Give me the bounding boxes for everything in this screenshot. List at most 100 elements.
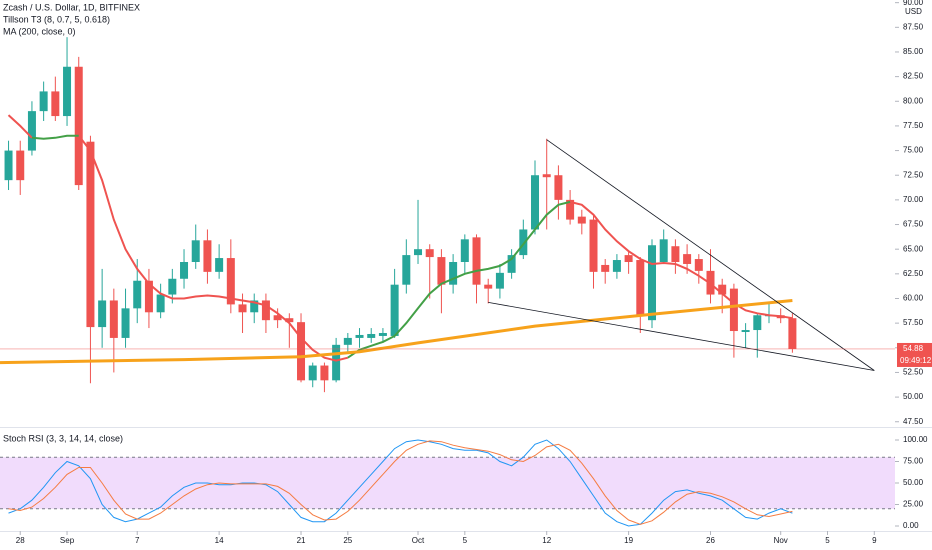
- x-tick-label: 26: [706, 536, 715, 545]
- candle-body: [51, 91, 60, 117]
- y-tick-label: 85.00: [903, 47, 924, 56]
- candle-body: [27, 111, 36, 151]
- y-tick-label: 60.00: [903, 294, 924, 303]
- candle-body: [63, 66, 72, 117]
- legend-entry: Tillson T3 (8, 0.7, 5, 0.618): [3, 14, 110, 24]
- candle-body: [519, 229, 528, 256]
- stoch-line: [8, 439, 793, 527]
- candle-body: [215, 258, 224, 272]
- candle-body: [741, 330, 750, 333]
- countdown-label: 09:49:12: [900, 356, 932, 365]
- trendline: [488, 302, 875, 371]
- candle-body: [273, 315, 282, 321]
- candle-body: [4, 150, 13, 181]
- last-price-box: [897, 342, 932, 367]
- candle-body: [577, 216, 586, 224]
- y-tick-label: 65.00: [903, 244, 924, 253]
- candle-body: [343, 337, 352, 345]
- y-tick-label: 87.50: [903, 22, 924, 31]
- candle-body: [753, 315, 762, 331]
- indicator-line: [0, 299, 793, 365]
- x-tick-label: 7: [135, 536, 140, 545]
- indicator-line: [31, 134, 571, 359]
- stoch-line: [8, 440, 793, 525]
- y-tick-label: 77.50: [903, 121, 924, 130]
- y-tick-label: 70.00: [903, 195, 924, 204]
- candle-body: [648, 245, 657, 321]
- candle-body: [495, 272, 504, 289]
- candle-body: [507, 255, 516, 273]
- y-tick-label: 82.50: [903, 72, 924, 81]
- candle-body: [121, 308, 130, 338]
- x-tick-label: 19: [624, 536, 633, 545]
- y-tick-label: 50.00: [903, 392, 924, 401]
- chart-title: Zcash / U.S. Dollar, 1D, BITFINEX: [3, 2, 140, 12]
- x-tick-label: 5: [463, 536, 468, 545]
- candle-body: [133, 280, 142, 309]
- y-tick-label: 57.50: [903, 318, 924, 327]
- candle-body: [355, 334, 364, 338]
- x-tick-label: 25: [343, 536, 352, 545]
- trendline: [546, 139, 875, 371]
- currency-label: USD: [905, 7, 922, 16]
- last-price-label: 54.88: [903, 344, 924, 353]
- candle-body: [554, 175, 563, 200]
- y-tick-label: 80.00: [903, 96, 924, 105]
- y-tick-label: 52.50: [903, 368, 924, 377]
- candle-body: [285, 318, 294, 323]
- y-tick-label: 47.50: [903, 417, 924, 426]
- candle-body: [74, 66, 83, 186]
- band: [0, 457, 895, 509]
- x-tick-label: 12: [542, 536, 551, 545]
- candle-body: [601, 264, 610, 272]
- x-tick-label: 9: [872, 536, 877, 545]
- y-tick-label: 50.00: [903, 478, 924, 487]
- y-tick-label: 100.00: [903, 435, 928, 444]
- candle-body: [308, 365, 317, 381]
- candle-body: [472, 237, 481, 285]
- candle-body: [402, 255, 411, 285]
- candle-body: [636, 260, 645, 317]
- candle-body: [367, 333, 376, 338]
- y-tick-label: 67.50: [903, 220, 924, 229]
- y-tick-label: 75.00: [903, 146, 924, 155]
- y-tick-label: 0.00: [903, 521, 919, 530]
- candle-body: [694, 259, 703, 271]
- y-tick-label: 72.50: [903, 170, 924, 179]
- candle-body: [729, 288, 738, 332]
- candle-body: [168, 278, 177, 295]
- candle-body: [144, 280, 153, 313]
- candle-body: [542, 174, 551, 178]
- candle-body: [589, 219, 598, 272]
- candle-body: [109, 300, 118, 338]
- candle-body: [659, 239, 668, 263]
- candle-body: [261, 300, 270, 321]
- x-tick-label: Sep: [60, 536, 75, 545]
- candle-body: [671, 246, 680, 263]
- candle-body: [437, 257, 446, 285]
- candle-body: [425, 249, 434, 258]
- candle-body: [788, 318, 797, 349]
- pane-title: Stoch RSI (3, 3, 14, 14, close): [3, 433, 123, 443]
- y-tick-label: 90.00: [903, 0, 924, 7]
- x-tick-label: 14: [215, 536, 224, 545]
- y-tick-label: 75.00: [903, 457, 924, 466]
- candle-body: [612, 260, 621, 272]
- x-tick-label: Oct: [412, 536, 425, 545]
- candle-body: [238, 304, 247, 313]
- candle-body: [718, 284, 727, 295]
- candle-body: [156, 294, 165, 313]
- candle-body: [460, 239, 469, 263]
- candle-body: [16, 150, 25, 181]
- legend-entry: MA (200, close, 0): [3, 26, 76, 36]
- candle-body: [531, 175, 540, 230]
- candle-body: [226, 258, 235, 305]
- candle-body: [414, 249, 423, 256]
- candle-body: [203, 240, 212, 272]
- y-tick-label: 62.50: [903, 269, 924, 278]
- indicator-line: [7, 114, 793, 362]
- x-tick-label: Nov: [774, 536, 788, 545]
- candle-body: [484, 284, 493, 289]
- x-tick-label: 28: [16, 536, 25, 545]
- y-tick-label: 25.00: [903, 500, 924, 509]
